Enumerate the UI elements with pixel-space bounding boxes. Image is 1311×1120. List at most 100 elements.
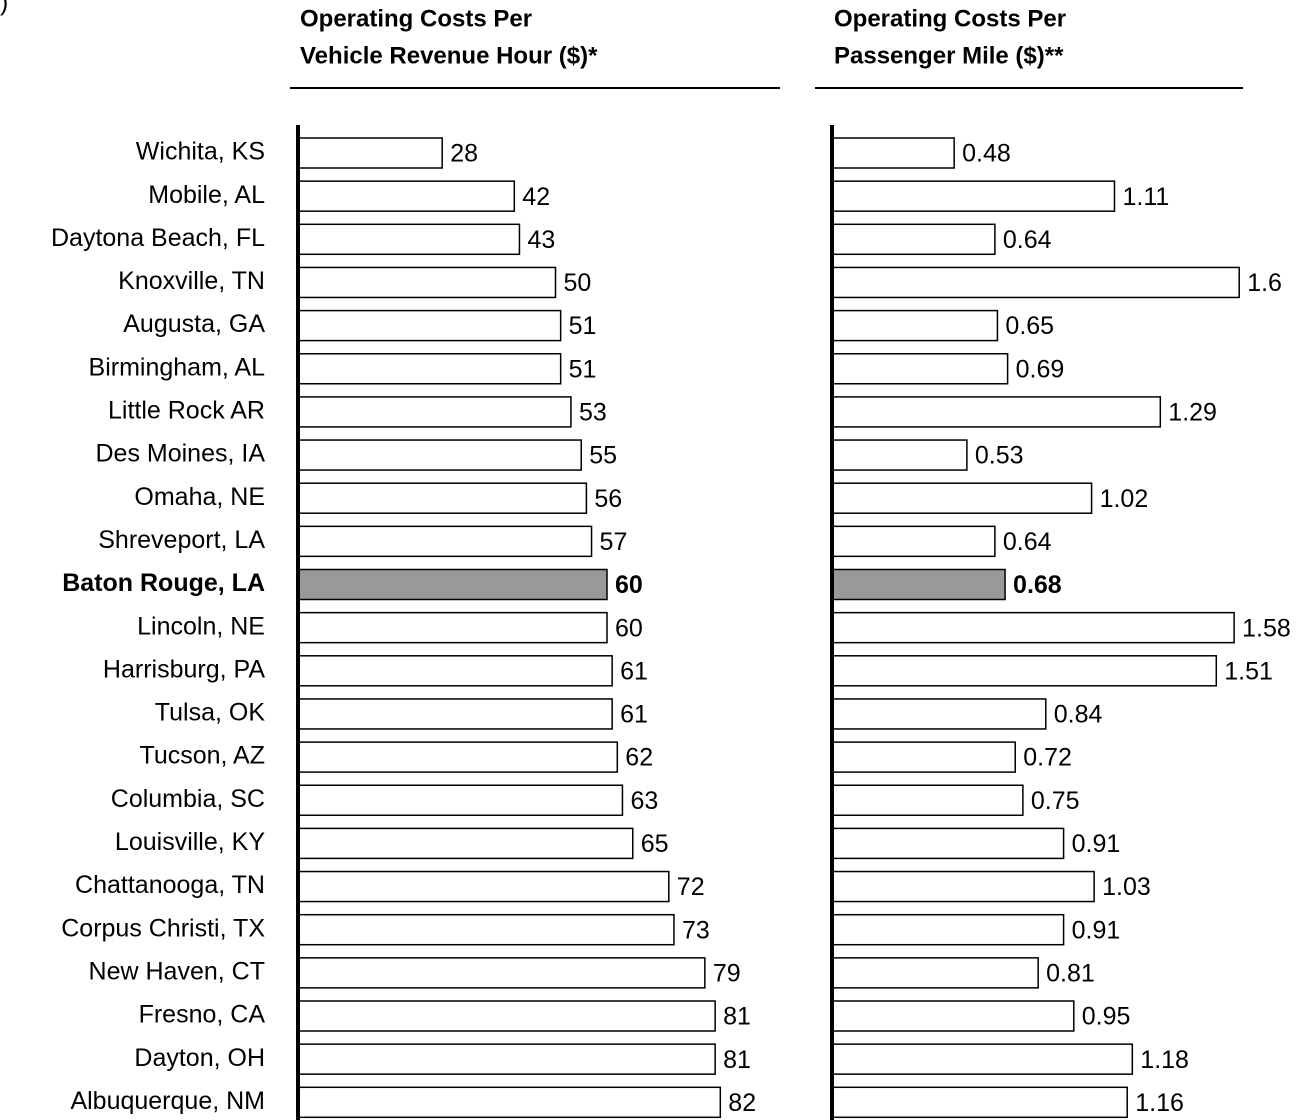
bar bbox=[297, 137, 443, 169]
value-label: 1.51 bbox=[1224, 657, 1273, 685]
value-label: 60 bbox=[615, 571, 643, 599]
fragment: ) bbox=[0, 0, 8, 17]
category-label: Mobile, AL bbox=[148, 181, 265, 209]
value-label: 73 bbox=[682, 916, 710, 944]
bar bbox=[297, 698, 613, 730]
category-label: Louisville, KY bbox=[115, 828, 265, 856]
bar bbox=[831, 223, 996, 256]
bar bbox=[831, 611, 1235, 644]
category-label: Augusta, GA bbox=[123, 310, 265, 338]
value-label: 63 bbox=[630, 787, 658, 815]
bar bbox=[831, 568, 1006, 601]
value-label: 81 bbox=[723, 1046, 751, 1074]
category-label: Fresno, CA bbox=[139, 1001, 266, 1029]
bar bbox=[297, 1086, 722, 1119]
bar bbox=[297, 223, 521, 256]
value-label: 0.95 bbox=[1082, 1003, 1131, 1031]
value-label: 62 bbox=[625, 744, 653, 772]
bar bbox=[831, 1086, 1128, 1119]
bar bbox=[831, 482, 1093, 514]
bar bbox=[831, 137, 955, 169]
value-label: 28 bbox=[450, 140, 478, 168]
value-label: 42 bbox=[522, 183, 550, 211]
value-label: 0.75 bbox=[1031, 787, 1080, 815]
value-label: 43 bbox=[527, 226, 555, 254]
value-label: 0.48 bbox=[962, 140, 1011, 168]
category-label: Daytona Beach, FL bbox=[51, 224, 265, 252]
bar bbox=[831, 525, 996, 558]
bar bbox=[297, 784, 624, 816]
value-label: 51 bbox=[569, 355, 597, 383]
value-label: 0.91 bbox=[1072, 916, 1121, 944]
category-label: Harrisburg, PA bbox=[103, 655, 265, 683]
bar bbox=[297, 309, 562, 342]
category-label: Tulsa, OK bbox=[155, 699, 266, 727]
value-label: 79 bbox=[713, 959, 741, 987]
bar bbox=[831, 180, 1116, 212]
value-label: 51 bbox=[569, 312, 597, 340]
bar bbox=[831, 655, 1218, 687]
bar bbox=[297, 741, 619, 773]
value-label: 1.29 bbox=[1168, 399, 1217, 427]
bar bbox=[297, 353, 562, 385]
value-label: 0.91 bbox=[1072, 830, 1121, 858]
value-label: 56 bbox=[594, 485, 622, 513]
bar bbox=[297, 180, 516, 212]
value-label: 72 bbox=[677, 873, 705, 901]
value-label: 61 bbox=[620, 657, 648, 685]
bar bbox=[831, 266, 1240, 299]
category-label: Birmingham, AL bbox=[89, 353, 266, 381]
bar bbox=[297, 266, 557, 299]
value-label: 50 bbox=[564, 269, 592, 297]
bar bbox=[297, 396, 572, 428]
value-label: 0.65 bbox=[1005, 312, 1054, 340]
bar bbox=[297, 913, 675, 946]
category-label: Albuquerque, NM bbox=[70, 1087, 265, 1115]
value-label: 0.68 bbox=[1013, 571, 1062, 599]
bar bbox=[297, 870, 670, 903]
value-label: 1.16 bbox=[1135, 1089, 1184, 1117]
bar bbox=[831, 741, 1016, 773]
bar bbox=[297, 482, 588, 514]
bar bbox=[297, 568, 608, 601]
category-label: New Haven, CT bbox=[89, 957, 265, 985]
bar bbox=[297, 1000, 716, 1032]
category-label: Omaha, NE bbox=[134, 483, 265, 511]
bar bbox=[831, 1043, 1134, 1075]
value-label: 0.84 bbox=[1054, 701, 1103, 729]
bar bbox=[831, 353, 1009, 385]
category-label: Des Moines, IA bbox=[95, 440, 265, 468]
value-label: 1.58 bbox=[1242, 614, 1291, 642]
category-label: Little Rock AR bbox=[108, 397, 265, 425]
bar bbox=[297, 525, 593, 558]
category-label: Shreveport, LA bbox=[98, 526, 265, 554]
category-label: Knoxville, TN bbox=[118, 267, 265, 295]
chart-title: Operating Costs Per bbox=[300, 5, 532, 32]
chart-title: Vehicle Revenue Hour ($)* bbox=[300, 42, 598, 69]
category-label: Corpus Christi, TX bbox=[61, 914, 265, 942]
value-label: 82 bbox=[728, 1089, 756, 1117]
bar bbox=[831, 913, 1065, 946]
value-label: 61 bbox=[620, 701, 648, 729]
value-label: 1.6 bbox=[1247, 269, 1282, 297]
category-label: Chattanooga, TN bbox=[75, 871, 265, 899]
value-label: 0.81 bbox=[1046, 959, 1095, 987]
bar bbox=[831, 784, 1024, 816]
value-label: 57 bbox=[600, 528, 628, 556]
value-label: 0.72 bbox=[1023, 744, 1072, 772]
chart-title: Passenger Mile ($)** bbox=[834, 42, 1064, 69]
value-label: 0.64 bbox=[1003, 528, 1052, 556]
bar bbox=[297, 655, 613, 687]
category-label: Lincoln, NE bbox=[137, 612, 265, 640]
category-label: Tucson, AZ bbox=[139, 742, 265, 770]
bar bbox=[831, 870, 1095, 903]
bar bbox=[297, 1043, 716, 1075]
value-label: 1.03 bbox=[1102, 873, 1151, 901]
bar bbox=[297, 439, 582, 471]
category-label: Baton Rouge, LA bbox=[62, 569, 265, 597]
value-label: 81 bbox=[723, 1003, 751, 1031]
bar bbox=[297, 611, 608, 644]
bar bbox=[831, 309, 999, 342]
value-label: 53 bbox=[579, 399, 607, 427]
